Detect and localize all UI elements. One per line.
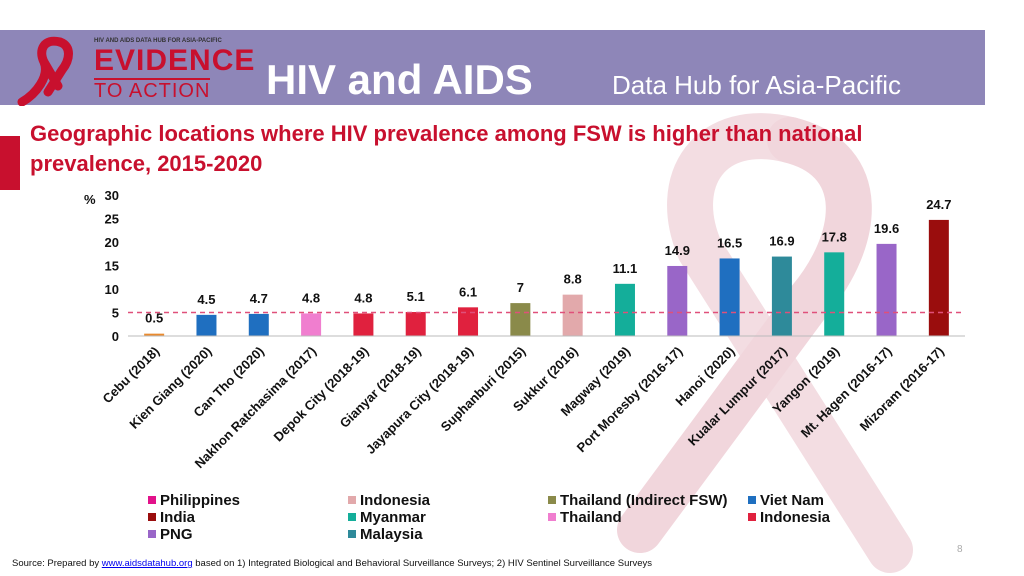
legend-item: Malaysia xyxy=(348,526,423,543)
source-note: Source: Prepared by www.aidsdatahub.org … xyxy=(12,558,652,569)
bar-value-label: 19.6 xyxy=(874,221,899,236)
red-ribbon-icon xyxy=(17,36,73,106)
legend-label: Indonesia xyxy=(760,509,831,526)
bar xyxy=(824,252,845,336)
x-tick-label: Depok City (2018-19) xyxy=(270,344,371,445)
bar-value-label: 11.1 xyxy=(613,261,638,276)
bar xyxy=(667,265,688,336)
legend-item: Philippines xyxy=(148,492,240,509)
y-tick-label: 0 xyxy=(112,329,119,344)
bar xyxy=(562,294,583,336)
legend-item: India xyxy=(148,509,195,526)
background-ribbon-watermark xyxy=(617,113,913,573)
bar xyxy=(614,283,635,336)
bar-value-label: 4.8 xyxy=(354,290,372,305)
legend-item: PNG xyxy=(148,526,193,543)
legend-label: India xyxy=(160,509,196,526)
legend-label: Myanmar xyxy=(360,509,426,526)
legend-swatch xyxy=(748,496,756,504)
bar-value-label: 4.8 xyxy=(302,290,320,305)
bar xyxy=(458,307,479,336)
header-band xyxy=(0,30,985,105)
bar-value-label: 16.5 xyxy=(717,235,742,250)
bar-chart: 0 5 10 15 20 25 30% 0.5 4.5 4.7 4.8 4.8 5.1 6.1 7 8.8 1… xyxy=(84,188,965,472)
logo-to-action-text: TO ACTION xyxy=(94,78,211,102)
bar-value-label: 6.1 xyxy=(459,284,477,299)
header-subtitle: Data Hub for Asia-Pacific xyxy=(612,70,902,100)
source-suffix: based on 1) Integrated Biological and Be… xyxy=(192,558,653,569)
y-axis-label: % xyxy=(84,192,96,207)
bar xyxy=(196,314,217,336)
x-tick-label: Jayapura City (2018-19) xyxy=(363,344,476,457)
source-prefix: Source: Prepared by xyxy=(12,558,102,569)
bar-value-label: 0.5 xyxy=(145,311,163,326)
bar xyxy=(719,258,740,336)
legend-label: PNG xyxy=(160,526,193,543)
value-labels: 0.5 4.5 4.7 4.8 4.8 5.1 6.1 7 8.8 11.1 14.9 16.5 16.… xyxy=(145,197,951,326)
legend-item: Thailand xyxy=(548,509,622,526)
bar-value-label: 17.8 xyxy=(822,229,847,244)
legend-label: Thailand (Indirect FSW) xyxy=(560,492,728,509)
bar-value-label: 5.1 xyxy=(407,289,425,304)
y-tick-label: 20 xyxy=(105,235,119,250)
legend-swatch xyxy=(548,513,556,521)
bar xyxy=(928,219,949,336)
bar xyxy=(144,333,165,336)
x-axis-categories: Cebu (2018)Kien Giang (2020)Can Tho (202… xyxy=(100,344,947,472)
bar xyxy=(510,303,531,336)
legend-label: Malaysia xyxy=(360,526,423,543)
bar xyxy=(876,243,897,336)
reference-line-group xyxy=(128,311,965,337)
title-accent-bar xyxy=(0,136,20,190)
legend-item: Indonesia xyxy=(748,509,830,526)
source-link[interactable]: www.aidsdatahub.org xyxy=(101,558,193,569)
bar-value-label: 16.9 xyxy=(769,234,794,249)
legend-item: Myanmar xyxy=(348,509,426,526)
y-tick-label: 25 xyxy=(105,212,119,227)
bar-value-label: 4.5 xyxy=(197,292,215,307)
x-tick-label: Mt. Hagen (2016-17) xyxy=(798,344,895,441)
evidence-to-action-logo: HIV AND AIDS DATA HUB FOR ASIA-PACIFIC E… xyxy=(14,36,254,106)
legend-swatch xyxy=(348,530,356,538)
y-tick-label: 15 xyxy=(105,259,119,274)
x-tick-label: Port Moresby (2016-17) xyxy=(574,344,686,456)
bar xyxy=(405,312,426,336)
legend-swatch xyxy=(348,513,356,521)
legend-item: Indonesia xyxy=(348,492,430,509)
legend-item: Thailand (Indirect FSW) xyxy=(548,492,728,509)
header-title: HIV and AIDS xyxy=(266,56,533,103)
bar xyxy=(248,313,269,336)
y-tick-label: 5 xyxy=(112,306,119,321)
bars xyxy=(144,219,949,336)
legend-swatch xyxy=(148,513,156,521)
page-number: 8 xyxy=(957,544,963,555)
chart-title: Geographic locations where HIV prevalenc… xyxy=(30,121,863,176)
legend-swatch xyxy=(148,530,156,538)
legend-swatch xyxy=(748,513,756,521)
legend-label: Philippines xyxy=(160,492,241,509)
y-tick-label: 10 xyxy=(105,282,119,297)
bar-value-label: 7 xyxy=(517,280,524,295)
legend-swatch xyxy=(148,496,156,504)
legend-swatch xyxy=(548,496,556,504)
legend-label: Thailand xyxy=(560,509,622,526)
logo-evidence-text: EVIDENCE xyxy=(94,44,256,77)
y-axis: 0 5 10 15 20 25 30% xyxy=(84,188,119,344)
chart-legend: Philippines Indonesia Thailand (Indirect F… xyxy=(0,492,1024,552)
bar-value-label: 24.7 xyxy=(926,197,951,212)
bar xyxy=(771,256,792,336)
legend-swatch xyxy=(348,496,356,504)
bar-value-label: 14.9 xyxy=(665,243,690,258)
bar xyxy=(301,313,322,336)
bar-value-label: 4.7 xyxy=(250,291,268,306)
x-tick-label: Kualar Lumpur (2017) xyxy=(685,344,790,449)
bar-value-label: 8.8 xyxy=(564,272,582,287)
bar xyxy=(353,313,374,336)
logo-tagline: HIV AND AIDS DATA HUB FOR ASIA-PACIFIC xyxy=(94,38,222,44)
legend-label: Indonesia xyxy=(360,492,431,509)
y-tick-label: 30 xyxy=(105,188,119,203)
legend-item: Viet Nam xyxy=(748,492,824,509)
legend-label: Viet Nam xyxy=(760,492,824,509)
